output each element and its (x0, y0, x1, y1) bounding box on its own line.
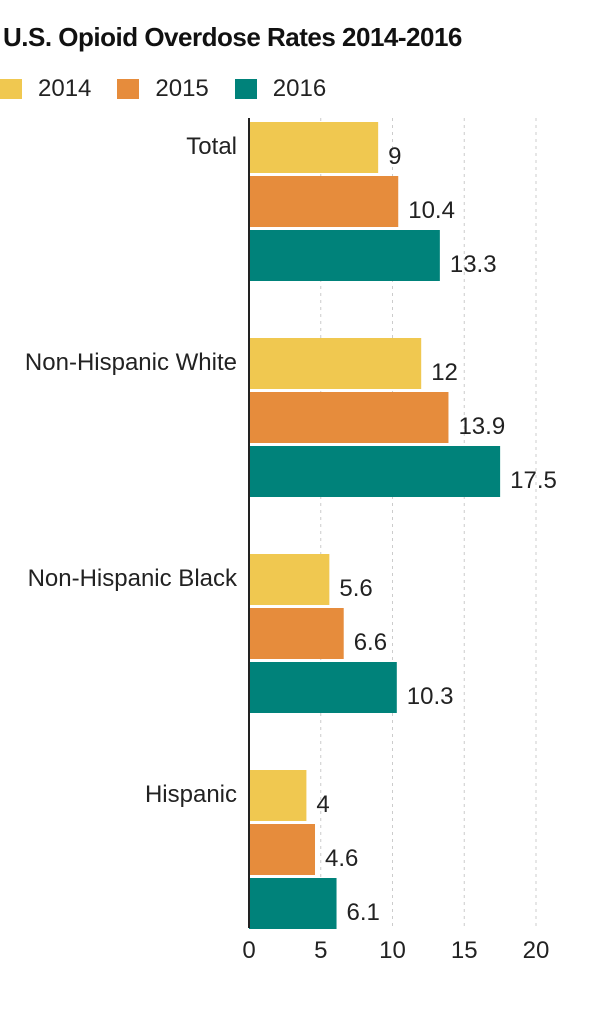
value-label-0-2016: 13.3 (450, 251, 497, 278)
x-tick-label-10: 10 (379, 937, 406, 964)
x-tick-label-5: 5 (314, 937, 327, 964)
value-label-2-2014: 5.6 (339, 575, 372, 602)
value-label-0-2014: 9 (388, 143, 401, 170)
legend-label-2014: 2014 (38, 75, 92, 102)
bar-2-2014 (249, 554, 330, 605)
bar-1-2015 (249, 392, 449, 443)
category-label-0: Total (186, 133, 237, 160)
value-label-3-2015: 4.6 (325, 845, 358, 872)
value-label-1-2014: 12 (431, 359, 458, 386)
legend-label-2015: 2015 (155, 75, 209, 102)
legend: 2014 2015 2016 (0, 75, 352, 103)
legend-swatch-2016 (234, 79, 257, 99)
value-label-2-2016: 10.3 (407, 683, 454, 710)
legend-swatch-2014 (0, 79, 22, 99)
bar-2-2016 (249, 662, 397, 713)
x-tick-label-0: 0 (242, 937, 255, 964)
x-tick-label-15: 15 (451, 937, 478, 964)
legend-item-2015: 2015 (117, 75, 209, 103)
value-label-3-2016: 6.1 (347, 899, 380, 926)
value-label-2-2015: 6.6 (354, 629, 387, 656)
bar-1-2016 (249, 446, 501, 497)
value-label-1-2016: 17.5 (510, 467, 557, 494)
bar-3-2015 (249, 824, 316, 875)
bar-3-2016 (249, 878, 337, 929)
category-label-2: Non-Hispanic Black (28, 565, 238, 592)
value-label-0-2015: 10.4 (408, 197, 455, 224)
bar-3-2014 (249, 770, 307, 821)
legend-label-2016: 2016 (272, 75, 327, 102)
chart-title: U.S. Opioid Overdose Rates 2014-2016 (3, 22, 462, 52)
legend-item-2014: 2014 (0, 75, 91, 103)
category-label-1: Non-Hispanic White (25, 349, 237, 376)
x-tick-label-20: 20 (523, 937, 550, 964)
bar-1-2014 (249, 338, 422, 389)
value-label-1-2015: 13.9 (458, 413, 505, 440)
bar-2-2015 (249, 608, 344, 659)
legend-swatch-2015 (117, 79, 140, 99)
bar-0-2015 (249, 176, 399, 227)
legend-item-2016: 2016 (234, 75, 327, 103)
bar-0-2016 (249, 230, 440, 281)
value-label-3-2014: 4 (316, 791, 329, 818)
bar-0-2014 (249, 122, 379, 173)
category-label-3: Hispanic (145, 781, 237, 808)
